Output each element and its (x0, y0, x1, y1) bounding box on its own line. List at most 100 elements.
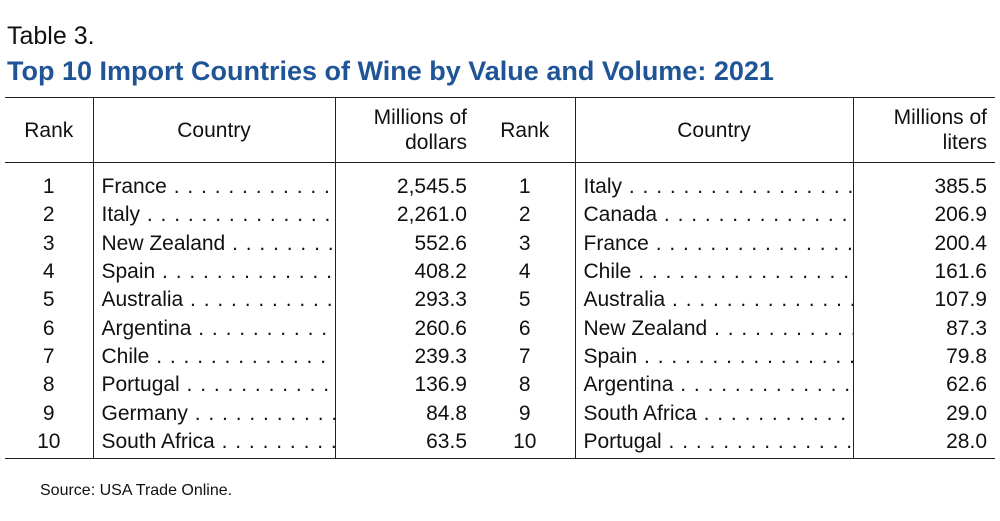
country-name: Argentina (584, 373, 854, 396)
table-cell: France (92, 162, 336, 202)
column-header: Rank (475, 97, 575, 163)
table-cell: 293.3 (334, 286, 475, 315)
table-row: 8 Portugal136.9 8 Argentina62.6 (5, 371, 995, 400)
table-cell: 62.6 (852, 371, 995, 400)
table-cell: Argentina (574, 371, 854, 400)
table-title: Top 10 Import Countries of Wine by Value… (7, 56, 774, 86)
table-cell: South Africa (574, 399, 854, 428)
table-cell: 2,545.5 (334, 162, 475, 202)
table-cell: 63.5 (334, 427, 475, 459)
table-cell: 1 (42, 175, 55, 199)
country-name: New Zealand (584, 317, 854, 340)
table-row: 10 South Africa63.5 10 Portugal28.0 (5, 427, 995, 459)
country-name: Italy (102, 203, 336, 226)
column-header: Country (92, 97, 335, 163)
country-name: France (102, 175, 336, 198)
country-name: Argentina (102, 317, 336, 340)
table-cell: 3 (518, 231, 531, 255)
table-cell: Portugal (92, 371, 336, 400)
table-cell: 1 (518, 175, 531, 199)
table-cell: France (574, 229, 854, 258)
table-row: 6 Argentina260.6 6 New Zealand87.3 (5, 314, 995, 343)
table-cell: 4 (518, 260, 531, 284)
country-name: Spain (584, 345, 854, 368)
country-name: South Africa (584, 402, 854, 425)
table-cell: 87.3 (852, 314, 995, 343)
table-label: Table 3. (7, 22, 95, 50)
table-cell: Argentina (92, 314, 336, 343)
table-row: 5Australia293.35Australia107.9 (5, 286, 995, 315)
column-header: Millions of dollars (334, 97, 475, 163)
table-cell: 29.0 (852, 399, 995, 428)
table-cell: 84.8 (334, 399, 475, 428)
table-body: 1France2,545.51Italy385.52Italy2,261.02C… (5, 162, 995, 459)
table-cell: 28.0 (852, 427, 995, 459)
country-name: Australia (102, 288, 336, 311)
country-name: South Africa (102, 430, 336, 453)
country-name: France (584, 232, 854, 255)
country-name: Spain (102, 260, 336, 283)
table-cell: Spain (574, 342, 854, 372)
table-cell: 10 (37, 429, 61, 453)
table-row: 2 Italy2,261.0 2 Canada206.9 (5, 201, 995, 230)
table-cell: Australia (574, 286, 854, 315)
table-cell: 8 (518, 373, 531, 397)
table-cell: 2,261.0 (334, 201, 475, 230)
table-cell: South Africa (92, 427, 336, 459)
table-cell: 8 (42, 373, 55, 397)
table-cell: 408.2 (334, 257, 475, 287)
table-cell: Italy (92, 201, 336, 230)
table-cell: 260.6 (334, 314, 475, 343)
table-row: 9 Germany84.8 9 South Africa29.0 (5, 399, 995, 428)
country-name: Australia (584, 288, 854, 311)
table-row: 1 France2,545.5 1 Italy385.5 (5, 162, 995, 202)
table-cell: 239.3 (334, 342, 475, 372)
table-cell: 385.5 (852, 162, 995, 202)
table-cell: 79.8 (852, 342, 995, 372)
table-cell: 9 (42, 401, 55, 425)
table-cell: Italy (574, 162, 854, 202)
column-header: Rank (5, 97, 93, 163)
country-name: Germany (102, 402, 336, 425)
table-cell: 5 (518, 288, 531, 312)
column-header: Millions of liters (852, 97, 995, 163)
table-cell: 200.4 (852, 229, 995, 258)
country-name: Italy (584, 175, 854, 198)
column-header: Country (574, 97, 853, 163)
table-cell: 206.9 (852, 201, 995, 230)
table-row: 3 New Zealand552.6 3 France200.4 (5, 229, 995, 258)
country-name: New Zealand (102, 232, 336, 255)
table-cell: 7 (518, 344, 531, 368)
header-row: Rank Country Millions of dollars Rank Countr… (5, 97, 995, 163)
table-cell: 5 (42, 288, 55, 312)
table-cell: 552.6 (334, 229, 475, 258)
table-cell: 2 (42, 203, 55, 227)
table-cell: 3 (42, 231, 55, 255)
table-row: 4 Spain408.2 4 Chile161.6 (5, 257, 995, 287)
table-cell: New Zealand (92, 229, 336, 258)
table-cell: Chile (92, 342, 336, 372)
table-cell: Chile (574, 257, 853, 287)
table-cell: Canada (574, 201, 854, 230)
table-cell: 6 (42, 316, 55, 340)
table-cell: 161.6 (852, 257, 995, 287)
country-name: Canada (584, 203, 854, 226)
table-cell: 136.9 (334, 371, 475, 400)
table-cell: New Zealand (574, 314, 854, 343)
source-note: Source: USA Trade Online. (40, 482, 233, 499)
table-row: 7 Chile239.3 7 Spain79.8 (5, 342, 995, 372)
table-cell: 9 (518, 401, 531, 425)
table-cell: 107.9 (852, 286, 995, 315)
table-cell: 7 (42, 344, 55, 368)
table-cell: 6 (518, 316, 531, 340)
country-name: Portugal (584, 430, 854, 453)
country-name: Chile (102, 345, 336, 368)
table-cell: 10 (513, 429, 537, 453)
table-cell: Portugal (574, 427, 854, 459)
table-cell: Australia (92, 286, 336, 315)
country-name: Portugal (102, 373, 336, 396)
data-table: Rank Country Millions of dollars Rank Countr… (5, 97, 995, 459)
table-cell: Germany (92, 399, 336, 428)
table-cell: Spain (92, 257, 336, 287)
